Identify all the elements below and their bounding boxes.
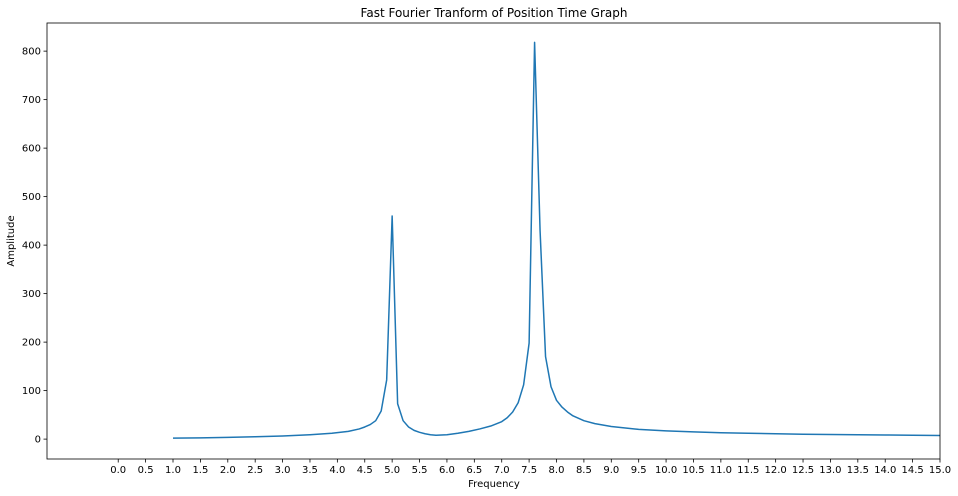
x-tick-label: 0.5 <box>138 465 154 476</box>
x-tick-label: 7.0 <box>494 465 510 476</box>
y-tick-label: 300 <box>22 289 41 300</box>
x-tick-label: 8.0 <box>549 465 565 476</box>
y-axis-ticks: 0 100 200 300 400 500 600 700 800 <box>22 47 47 446</box>
x-tick-label: 5.5 <box>412 465 428 476</box>
x-tick-label: 12.0 <box>765 465 787 476</box>
y-tick-label: 500 <box>22 192 41 203</box>
x-tick-label: 6.0 <box>439 465 455 476</box>
x-tick-label: 6.5 <box>466 465 482 476</box>
x-tick-label: 14.0 <box>874 465 896 476</box>
x-tick-label: 8.5 <box>576 465 592 476</box>
y-tick-label: 100 <box>22 386 41 397</box>
x-tick-label: 13.5 <box>847 465 869 476</box>
x-tick-label: 0.0 <box>110 465 126 476</box>
x-tick-label: 10.5 <box>682 465 704 476</box>
x-tick-label: 4.5 <box>357 465 373 476</box>
x-tick-label: 7.5 <box>521 465 537 476</box>
y-tick-label: 700 <box>22 95 41 106</box>
x-tick-label: 2.0 <box>220 465 236 476</box>
chart-title: Fast Fourier Tranform of Position Time G… <box>361 6 628 20</box>
x-axis-ticks: 0.0 0.5 1.0 1.5 2.0 2.5 3.0 3.5 4.0 4.5 5.0 5.5 6.0 6… <box>110 459 951 476</box>
x-tick-label: 9.5 <box>631 465 647 476</box>
x-tick-label: 13.0 <box>819 465 841 476</box>
x-tick-label: 15.0 <box>929 465 951 476</box>
plot-area-frame <box>46 22 941 460</box>
x-tick-label: 12.5 <box>792 465 814 476</box>
x-tick-label: 1.5 <box>192 465 208 476</box>
amplitude-series-line <box>173 41 941 439</box>
y-tick-label: 800 <box>22 47 41 58</box>
x-tick-label: 10.0 <box>655 465 677 476</box>
x-tick-label: 4.0 <box>329 465 345 476</box>
x-tick-label: 14.5 <box>901 465 923 476</box>
y-tick-label: 400 <box>22 241 41 252</box>
x-tick-label: 1.0 <box>165 465 181 476</box>
x-tick-label: 2.5 <box>247 465 263 476</box>
y-tick-label: 0 <box>35 435 41 446</box>
y-tick-label: 200 <box>22 338 41 349</box>
x-axis-label: Frequency <box>468 479 520 490</box>
x-tick-label: 9.0 <box>603 465 619 476</box>
x-tick-label: 3.0 <box>275 465 291 476</box>
x-tick-label: 11.0 <box>710 465 732 476</box>
y-axis-label: Amplitude <box>6 215 17 266</box>
x-tick-label: 3.5 <box>302 465 318 476</box>
x-tick-label: 5.0 <box>384 465 400 476</box>
y-tick-label: 600 <box>22 144 41 155</box>
x-tick-label: 11.5 <box>737 465 759 476</box>
